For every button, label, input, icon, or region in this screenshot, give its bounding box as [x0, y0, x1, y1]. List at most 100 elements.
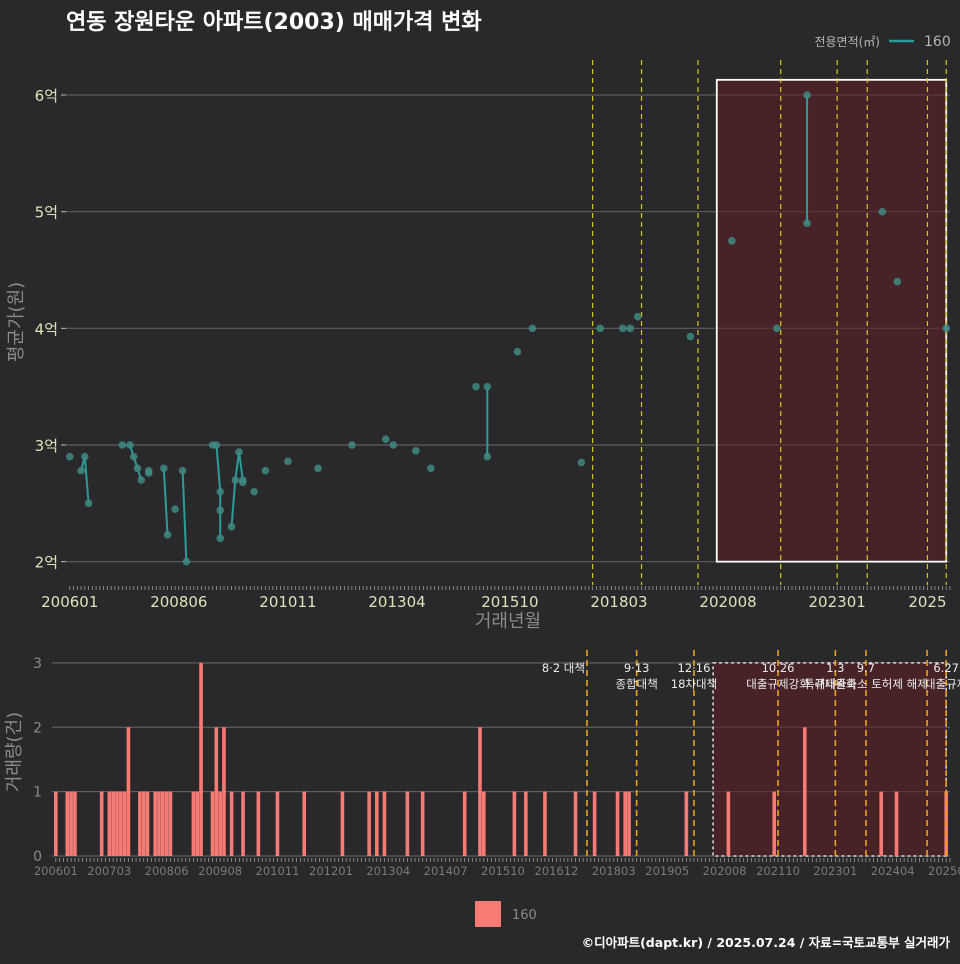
volume-bar [65, 791, 70, 856]
volume-bar [157, 791, 161, 856]
data-point [686, 332, 695, 341]
volume-bar [623, 791, 627, 856]
data-point [118, 441, 127, 449]
volume-bar [118, 791, 123, 856]
volume-bar [405, 791, 410, 856]
volume-bar [512, 791, 517, 856]
legend-item-label: 160 [924, 34, 951, 50]
data-point [314, 464, 322, 473]
data-point [65, 452, 74, 461]
y-tick-label: 1 [33, 785, 42, 801]
data-point [231, 476, 240, 484]
volume-bar [256, 791, 261, 856]
x-tick-label: 202008 [703, 864, 747, 878]
highlight-region [712, 662, 947, 857]
data-point [216, 487, 225, 496]
policy-annotation: 대출규제 [925, 677, 960, 691]
volume-bar [375, 791, 379, 856]
policy-annotation: 규제완화 [814, 677, 857, 691]
y-tick-label: 0 [33, 849, 42, 865]
x-tick-label: 201803 [592, 864, 636, 878]
volume-bar [802, 727, 807, 856]
data-point [878, 207, 887, 216]
data-point [577, 458, 586, 467]
x-tick-label: 200806 [150, 593, 207, 611]
series-segment [230, 479, 237, 527]
volume-bar [199, 662, 203, 856]
volume-bar [592, 791, 597, 856]
x-tick-label: 202110 [756, 864, 800, 878]
policy-annotation: 특례대출축소 토허제 해제 [804, 677, 928, 691]
price-chart: 2억 3억 4억 5억 6억 200601 200806 201011 201304 201510… [6, 60, 951, 632]
series-segment [215, 444, 222, 492]
volume-bar [191, 791, 196, 856]
data-point [389, 441, 398, 449]
volume-bar [126, 727, 131, 856]
data-point [942, 324, 951, 333]
x-tick-label: 201011 [259, 593, 316, 611]
volume-bar [340, 791, 345, 856]
policy-annotation: 12·16 [678, 661, 711, 675]
volume-bar [153, 791, 157, 856]
x-tick-label: 201612 [534, 864, 578, 878]
data-point [84, 499, 93, 508]
data-point [483, 382, 492, 391]
series-segment [162, 468, 169, 535]
policy-annotation: 18차대책 [671, 677, 717, 691]
footer-credit: ©디아파트(dapt.kr) / 2025.07.24 / 자료=국토교통부 실… [582, 935, 951, 950]
y-tick-label: 2 [33, 720, 42, 736]
x-tick-label: 200908 [198, 864, 242, 878]
policy-annotation: 대출규제강화 [746, 677, 810, 691]
y-axis-title: 거래량(건) [4, 712, 25, 792]
volume-bar [122, 791, 127, 856]
volume-bar [145, 791, 150, 856]
series-segment [83, 456, 90, 504]
volume-bar [573, 791, 578, 856]
x-tick-label: 201304 [368, 593, 425, 611]
data-point [618, 324, 627, 333]
x-tick-label: 200601 [34, 864, 78, 878]
legend-bar-swatch [475, 901, 501, 927]
highlight-region [715, 78, 948, 563]
x-tick-label: 202301 [809, 593, 866, 611]
volume-bar [275, 791, 280, 856]
data-point [596, 324, 604, 333]
y-tick-label: 3억 [35, 437, 58, 455]
legend-title: 전용면적(㎡) [814, 35, 880, 49]
volume-bar [302, 791, 307, 856]
data-point [144, 469, 153, 477]
data-point [284, 457, 292, 466]
volume-bar [684, 791, 689, 856]
data-point [528, 324, 537, 333]
volume-bar [478, 727, 482, 856]
data-point [81, 452, 89, 461]
data-point [216, 534, 225, 543]
volume-chart: 0 1 2 3 거래량(건) 8·2 대책 9·13 종합대책 12·16 18차대책 10.26 대… [4, 650, 960, 878]
policy-annotation: 종합대책 [615, 677, 657, 691]
chart-title: 연동 장원타운 아파트(2003) 매매가격 변화 [66, 10, 482, 35]
policy-annotation: 1.3 [826, 661, 844, 675]
volume-bar [138, 791, 142, 856]
data-point [728, 237, 736, 245]
policy-annotation: 9·13 [624, 661, 650, 675]
data-point [77, 466, 85, 475]
volume-bar [229, 791, 234, 856]
x-axis-title: 거래년월 [475, 611, 541, 632]
policy-annotation: 6.27 [933, 661, 959, 675]
data-point [472, 382, 480, 391]
x-tick-label: 201407 [424, 864, 468, 878]
data-point [633, 312, 642, 321]
data-point [178, 466, 187, 475]
volume-bar [54, 791, 58, 856]
x-tick-label: 201510 [481, 864, 525, 878]
y-axis-title: 평균가(원) [6, 282, 27, 362]
data-point [160, 464, 168, 473]
volume-bar [726, 791, 731, 856]
volume-bar [222, 727, 226, 856]
y-tick-label: 5억 [35, 204, 58, 222]
volume-bar [195, 791, 200, 856]
volume-bar [879, 791, 884, 856]
legend-item-label: 160 [512, 908, 537, 923]
data-point [171, 505, 179, 513]
